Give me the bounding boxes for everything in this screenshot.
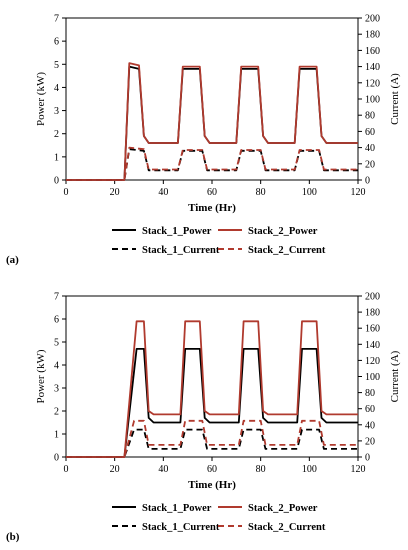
- series-line-stack-1-power: [66, 65, 358, 181]
- series-line-stack-1-power: [66, 347, 358, 458]
- y2-tick-label: 80: [365, 388, 375, 399]
- y-axis-label: Power (kW): [35, 72, 47, 126]
- legend-label: Stack_1_Current: [142, 522, 220, 533]
- y2-tick-label: 160: [365, 46, 380, 57]
- y2-tick-label: 0: [365, 176, 370, 187]
- x-tick-label: 0: [64, 187, 69, 198]
- y-tick-label: 6: [54, 315, 59, 326]
- legend-label: Stack_1_Current: [142, 245, 220, 256]
- legend-label: Stack_2_Power: [248, 226, 318, 237]
- x-tick-label: 0: [64, 464, 69, 475]
- y2-tick-label: 80: [365, 111, 375, 122]
- y2-tick-label: 200: [365, 292, 380, 303]
- plot-frame: [65, 17, 359, 181]
- x-tick-label: 120: [351, 464, 366, 475]
- series-line-stack-2-current: [66, 146, 358, 181]
- series-line-stack-2-power: [66, 62, 358, 181]
- legend-label: Stack_2_Current: [248, 245, 326, 256]
- legend-label: Stack_1_Power: [142, 226, 212, 237]
- series-line-stack-1-current: [66, 148, 358, 181]
- y-tick-label: 4: [54, 83, 59, 94]
- y-tick-label: 7: [54, 292, 59, 303]
- x-tick-label: 40: [158, 464, 168, 475]
- y2-axis-label: Current (A): [389, 73, 401, 125]
- y-tick-label: 2: [54, 407, 59, 418]
- x-tick-label: 20: [110, 187, 120, 198]
- x-tick-label: 80: [256, 464, 266, 475]
- y-tick-label: 4: [54, 361, 59, 372]
- panel-label: (a): [6, 254, 19, 266]
- x-tick-label: 60: [207, 464, 217, 475]
- chart-panel-2: 0 20 40 60 80 100 1200123456702040608010012014…: [6, 292, 401, 544]
- y-tick-label: 1: [54, 430, 59, 441]
- y-tick-label: 5: [54, 338, 59, 349]
- y-tick-label: 0: [54, 176, 59, 187]
- y2-tick-label: 60: [365, 127, 375, 138]
- y2-tick-label: 0: [365, 453, 370, 464]
- y-tick-label: 5: [54, 60, 59, 71]
- series-line-stack-2-power: [66, 320, 358, 458]
- y2-tick-label: 100: [365, 372, 380, 383]
- x-tick-label: 60: [207, 187, 217, 198]
- series-line-stack-1-current: [66, 428, 358, 458]
- y2-tick-label: 140: [365, 62, 380, 73]
- x-tick-label: 80: [256, 187, 266, 198]
- y2-tick-label: 60: [365, 404, 375, 415]
- y2-tick-label: 160: [365, 324, 380, 335]
- y2-tick-label: 200: [365, 14, 380, 25]
- y-tick-label: 1: [54, 152, 59, 163]
- x-tick-label: 40: [158, 187, 168, 198]
- legend-label: Stack_1_Power: [142, 503, 212, 514]
- y2-tick-label: 120: [365, 356, 380, 367]
- y-tick-label: 7: [54, 14, 59, 25]
- y2-tick-label: 140: [365, 340, 380, 351]
- y2-tick-label: 180: [365, 30, 380, 41]
- legend-label: Stack_2_Current: [248, 522, 326, 533]
- y2-tick-label: 180: [365, 308, 380, 319]
- series-line-stack-2-current: [66, 419, 358, 458]
- y2-tick-label: 120: [365, 78, 380, 89]
- y2-tick-label: 20: [365, 436, 375, 447]
- y2-tick-label: 100: [365, 95, 380, 106]
- panel-label: (b): [6, 531, 20, 543]
- y2-tick-label: 40: [365, 420, 375, 431]
- x-tick-label: 120: [351, 187, 366, 198]
- y-tick-label: 0: [54, 453, 59, 464]
- y-tick-label: 2: [54, 129, 59, 140]
- x-tick-label: 100: [302, 187, 317, 198]
- legend-label: Stack_2_Power: [248, 503, 318, 514]
- y-tick-label: 3: [54, 384, 59, 395]
- x-axis-label: Time (Hr): [188, 202, 236, 214]
- y-tick-label: 3: [54, 106, 59, 117]
- y-tick-label: 6: [54, 37, 59, 48]
- y-axis-label: Power (kW): [35, 349, 47, 403]
- y2-tick-label: 40: [365, 143, 375, 154]
- chart-panel-1: 0 20 40 60 80 100 1200123456702040608010012014…: [6, 14, 401, 267]
- y2-tick-label: 20: [365, 159, 375, 170]
- x-tick-label: 20: [110, 464, 120, 475]
- x-tick-label: 100: [302, 464, 317, 475]
- y2-axis-label: Current (A): [389, 350, 401, 402]
- plot-frame: [65, 295, 359, 458]
- x-axis-label: Time (Hr): [188, 479, 236, 491]
